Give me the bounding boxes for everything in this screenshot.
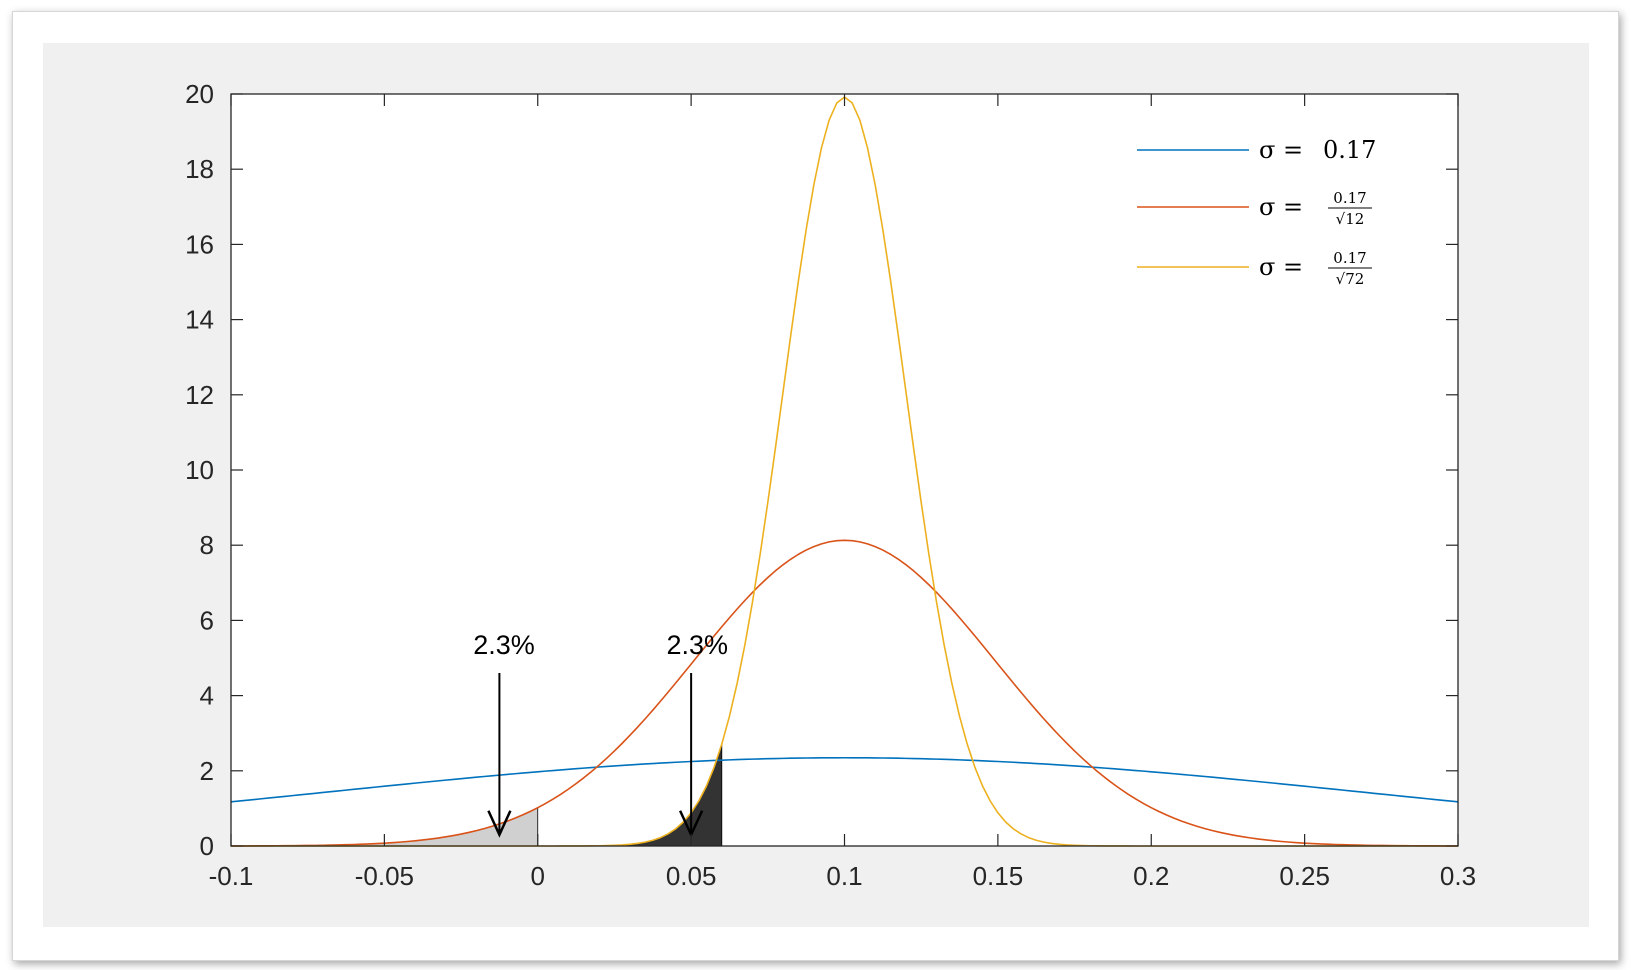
- legend-label-prefix-3: σ =: [1259, 253, 1303, 281]
- x-tick-label: 0.15: [973, 861, 1024, 891]
- legend-entry-2: σ = 0.17 √12: [1137, 189, 1372, 228]
- x-tick-label: 0.05: [666, 861, 717, 891]
- x-tick-label: 0.2: [1133, 861, 1169, 891]
- y-tick-label: 0: [200, 831, 214, 861]
- legend-label-numerator-2: 0.17: [1333, 189, 1366, 207]
- plot-area: [231, 94, 1458, 846]
- legend-label-prefix-2: σ =: [1259, 193, 1303, 221]
- y-tick-label: 18: [185, 154, 214, 184]
- annotation-1: 2.3%: [473, 630, 535, 838]
- series-line-2: [230, 539, 1459, 847]
- legend-label-denominator-3: √72: [1336, 270, 1365, 288]
- legend-label-denominator-2: √12: [1336, 210, 1365, 228]
- x-tick-label: -0.05: [355, 861, 414, 891]
- y-tick-label: 20: [185, 79, 214, 109]
- y-tick-label: 2: [200, 756, 214, 786]
- x-tick-label: -0.1: [209, 861, 254, 891]
- legend-label-numerator-3: 0.17: [1333, 249, 1366, 267]
- series-line-1: [230, 756, 1459, 803]
- y-tick-label: 4: [200, 681, 214, 711]
- annotations: 2.3% 2.3%: [473, 630, 728, 838]
- y-tick-label: 16: [185, 229, 214, 259]
- annotation-arrowhead-1: [487, 810, 512, 838]
- annotation-label-2: 2.3%: [666, 630, 728, 660]
- y-tick-label: 14: [185, 305, 214, 335]
- legend: σ = 0.17σ = 0.17√12σ = 0.17√72: [1137, 136, 1376, 288]
- legend-entry-3: σ = 0.17 √72: [1137, 249, 1372, 288]
- y-axis-ticks: 0 2 4 6 8 10 12 14 16 18 20: [185, 79, 1458, 861]
- x-tick-label: 0.25: [1279, 861, 1330, 891]
- legend-label-value-1: 0.17: [1323, 136, 1376, 164]
- y-tick-label: 8: [200, 530, 214, 560]
- x-tick-label: 0.1: [826, 861, 862, 891]
- y-tick-label: 10: [185, 455, 214, 485]
- legend-entry-1: σ = 0.17: [1137, 136, 1376, 164]
- annotation-label-1: 2.3%: [473, 630, 535, 660]
- legend-label-prefix-1: σ =: [1259, 136, 1303, 164]
- y-tick-label: 6: [200, 605, 214, 635]
- x-tick-label: 0.3: [1440, 861, 1476, 891]
- annotation-2: 2.3%: [666, 630, 728, 838]
- x-tick-label: 0: [531, 861, 545, 891]
- y-tick-label: 12: [185, 380, 214, 410]
- x-axis-ticks: -0.1 -0.05 0 0.05 0.1 0.15 0.2 0.25 0.3: [209, 94, 1476, 891]
